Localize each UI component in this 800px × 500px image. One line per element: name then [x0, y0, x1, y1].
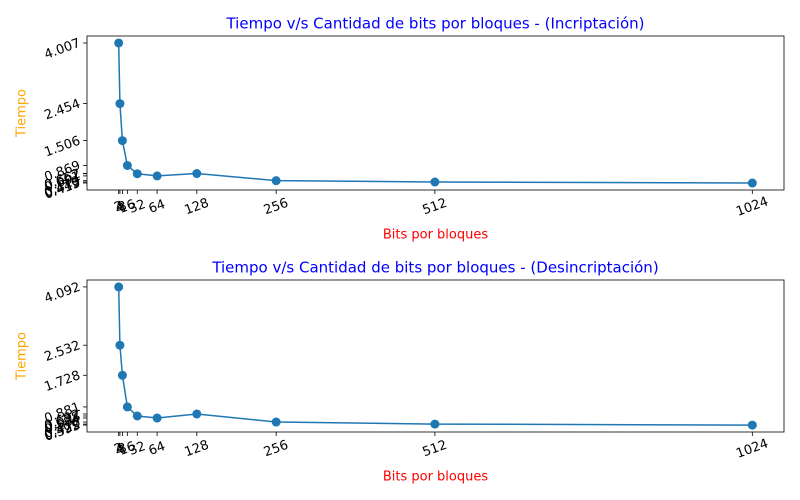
plot-area	[86, 279, 785, 433]
y-axis-label: Tiempo	[15, 332, 30, 381]
data-point	[747, 178, 757, 188]
x-tick-label: 256	[262, 438, 290, 461]
data-point	[192, 169, 202, 179]
x-tick-label: 1024	[734, 436, 770, 461]
data-point	[115, 340, 125, 350]
x-tick-label: 32	[127, 439, 148, 459]
data-point	[117, 370, 127, 380]
data-point	[152, 413, 162, 423]
data-point	[430, 419, 440, 429]
x-axis-label: Bits por bloques	[383, 470, 489, 485]
chart-title: Tiempo v/s Cantidad de bits por bloques …	[211, 259, 658, 277]
x-tick-label: 16	[117, 197, 138, 217]
data-point	[271, 417, 281, 427]
data-point	[117, 136, 127, 146]
chart-title: Tiempo v/s Cantidad de bits por bloques …	[225, 15, 644, 33]
y-tick-label: 1.506	[42, 134, 82, 161]
x-tick-label: 64	[147, 439, 168, 459]
data-point	[115, 99, 125, 109]
x-tick-label: 128	[183, 438, 211, 461]
x-axis-label: Bits por bloques	[383, 228, 489, 243]
y-tick-label: 1.728	[42, 368, 82, 395]
x-tick-label: 256	[262, 196, 290, 219]
data-point	[114, 282, 124, 292]
data-point	[122, 402, 132, 412]
data-point	[114, 38, 124, 48]
x-tick-label: 32	[127, 197, 148, 217]
y-tick-label: 2.454	[42, 97, 82, 124]
y-tick-label: 2.532	[42, 338, 82, 365]
data-point	[747, 420, 757, 430]
data-point	[192, 409, 202, 419]
x-tick-label: 1024	[734, 194, 770, 219]
y-axis-label: Tiempo	[15, 89, 30, 138]
y-tick-label: 4.007	[42, 36, 82, 63]
data-point	[430, 177, 440, 187]
x-tick-label: 512	[421, 196, 449, 219]
data-line	[117, 286, 753, 426]
plot-area	[86, 35, 785, 191]
data-line	[117, 42, 753, 184]
data-point	[132, 169, 142, 179]
x-tick-label: 512	[421, 438, 449, 461]
x-tick-label: 128	[183, 196, 211, 219]
data-point	[152, 171, 162, 181]
data-point	[122, 160, 132, 170]
x-tick-label: 16	[117, 439, 138, 459]
data-point	[132, 411, 142, 421]
data-point	[271, 176, 281, 186]
y-tick-label: 4.092	[42, 280, 82, 307]
x-tick-label: 64	[147, 197, 168, 217]
